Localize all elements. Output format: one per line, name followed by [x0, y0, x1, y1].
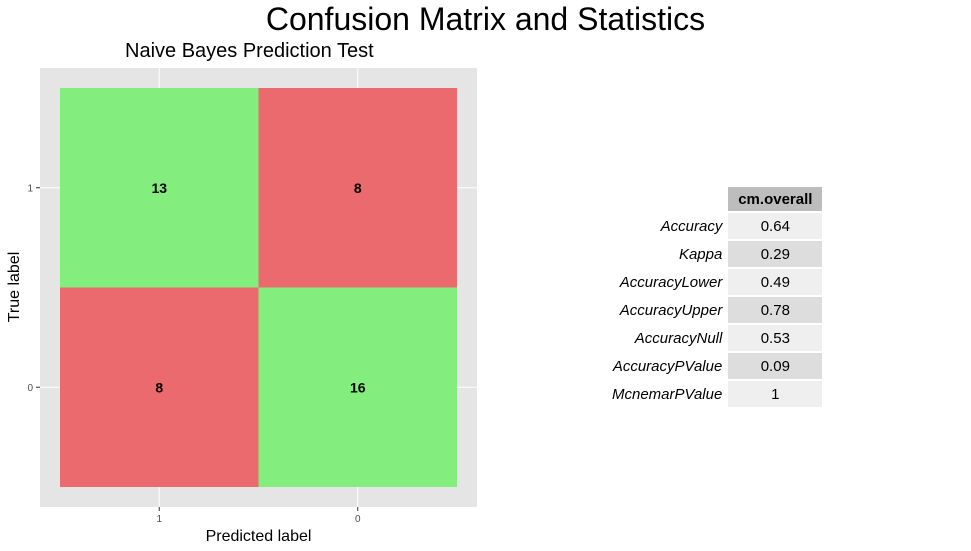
x-axis-label: Predicted label: [206, 528, 312, 545]
stats-row-value: 0.09: [728, 353, 823, 379]
heatmap-cell: [258, 287, 457, 487]
heatmap-cell: [60, 287, 259, 487]
heatmap-cell: [258, 88, 457, 288]
stats-row-value: 0.49: [728, 269, 823, 295]
cell-value-label: 8: [155, 379, 163, 395]
y-tick-label: 0: [27, 383, 33, 394]
stats-row-label: McnemarPValue: [612, 385, 723, 403]
stats-row-label: AccuracyNull: [634, 329, 723, 347]
stats-table-row: Kappa 0.29: [612, 241, 823, 267]
stats-table-body: Accuracy 0.64 Kappa 0.29 AccuracyLower 0.49 Ac…: [612, 213, 823, 407]
chart-title: Naive Bayes Prediction Test: [125, 40, 374, 62]
stats-row-value: 0.78: [728, 297, 823, 323]
page-title: Confusion Matrix and Statistics: [265, 1, 706, 37]
x-tick-label: 0: [355, 514, 361, 525]
stats-row-value: 0.29: [728, 241, 823, 267]
stats-column-header: cm.overall: [728, 187, 823, 211]
cell-value-label: 16: [350, 379, 366, 395]
stats-table-corner: [612, 187, 726, 211]
heatmap-cells: [60, 88, 457, 487]
stats-row-label: AccuracyUpper: [619, 301, 723, 319]
stats-table-row: AccuracyUpper 0.78: [612, 297, 823, 323]
cell-labels: 13 8 8 16: [151, 180, 365, 396]
stats-table-row: AccuracyPValue 0.09: [612, 353, 823, 379]
y-axis-label: True label: [6, 252, 23, 323]
stats-row-label: Accuracy: [660, 217, 723, 235]
axis-ticks: 1 0 1 0: [27, 183, 361, 525]
stats-table-row: AccuracyLower 0.49: [612, 269, 823, 295]
x-tick-label: 1: [156, 514, 162, 525]
stats-row-value: 0.53: [728, 325, 823, 351]
stats-row-label: Kappa: [678, 245, 723, 263]
stats-table-row: Accuracy 0.64: [612, 213, 823, 239]
stats-row-value: 1: [728, 381, 823, 407]
stats-table: cm.overall Accuracy 0.64 Kappa 0.29 Accuracy…: [610, 185, 824, 409]
stats-row-value: 0.64: [728, 213, 823, 239]
stats-row-label: AccuracyLower: [619, 273, 723, 291]
cell-value-label: 13: [151, 180, 167, 196]
cell-value-label: 8: [354, 180, 362, 196]
y-tick-label: 1: [27, 183, 33, 194]
stats-table-row: AccuracyNull 0.53: [612, 325, 823, 351]
stats-table-row: McnemarPValue 1: [612, 381, 823, 407]
heatmap-cell: [60, 88, 259, 288]
stats-row-label: AccuracyPValue: [612, 357, 723, 375]
